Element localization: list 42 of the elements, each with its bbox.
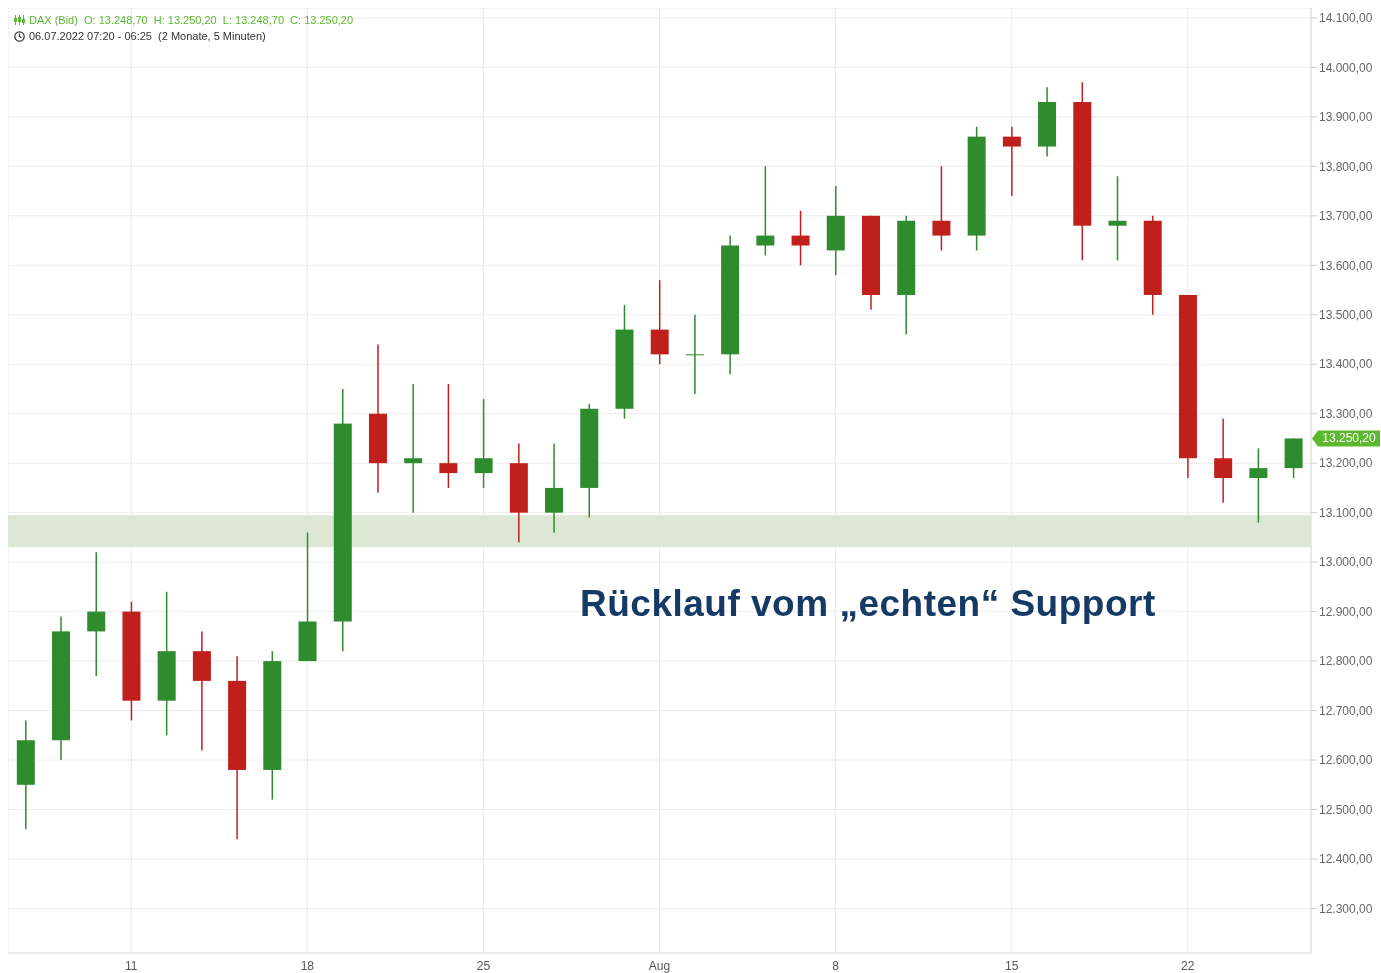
candlestick <box>87 551 106 677</box>
y-tick-label: 14.000,00 <box>1319 60 1373 75</box>
x-tick-label: 18 <box>300 958 315 973</box>
candlestick <box>1002 125 1021 197</box>
candlestick <box>932 165 951 252</box>
y-tick-label: 12.900,00 <box>1319 604 1373 619</box>
candlestick <box>1249 447 1268 524</box>
candlestick <box>685 314 704 395</box>
y-tick-label: 13.900,00 <box>1319 110 1373 125</box>
y-tick-label: 12.600,00 <box>1319 753 1373 768</box>
y-tick-label: 13.100,00 <box>1319 505 1373 520</box>
annotation: Rücklauf vom „echten“ Support <box>580 583 1156 625</box>
text: 06.07.2022 07:20 - 06:25 (2 Monate, 5 Minuten) <box>29 30 266 42</box>
y-tick-label: 14.100,00 <box>1319 11 1373 26</box>
x-tick-label: 15 <box>1004 958 1019 973</box>
candlestick <box>474 398 493 489</box>
candlestick <box>1108 175 1127 262</box>
candlestick <box>1214 417 1233 504</box>
y-tick-label: 13.800,00 <box>1319 159 1373 174</box>
y-tick-label: 13.300,00 <box>1319 406 1373 421</box>
y-tick-label: 12.700,00 <box>1319 703 1373 718</box>
candlestick <box>756 165 775 257</box>
text: 13.250,20 <box>1322 431 1377 446</box>
text: DAX (Bid) O: 13.248,70 H: 13.250,20 L: 13.248,70 C: 13.250,20 <box>29 14 354 26</box>
y-tick-label: 13.200,00 <box>1319 456 1373 471</box>
y-tick-label: 13.500,00 <box>1319 308 1373 323</box>
candlestick <box>404 383 423 514</box>
y-tick-label: 13.000,00 <box>1319 555 1373 570</box>
y-tick-label: 12.800,00 <box>1319 654 1373 669</box>
y-tick-label: 12.500,00 <box>1319 802 1373 817</box>
y-tick-label: 13.600,00 <box>1319 258 1373 273</box>
x-tick-label: 8 <box>832 958 840 973</box>
candlestick <box>439 383 458 489</box>
x-tick-label: Aug <box>648 958 671 973</box>
x-tick-label: 11 <box>125 958 138 973</box>
y-tick-label: 13.700,00 <box>1319 209 1373 224</box>
y-tick-label: 13.400,00 <box>1319 357 1373 372</box>
y-tick-label: 12.400,00 <box>1319 852 1373 867</box>
x-tick-label: 25 <box>476 958 491 973</box>
candlestick <box>791 210 810 267</box>
y-tick-label: 12.300,00 <box>1319 901 1373 916</box>
x-tick-label: 22 <box>1181 958 1195 973</box>
